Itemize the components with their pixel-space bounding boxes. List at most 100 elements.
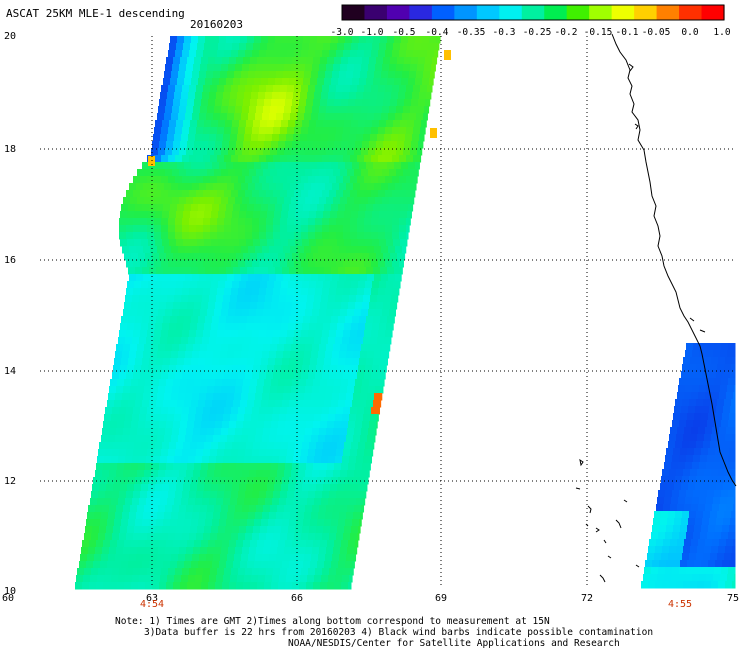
wind-cell	[128, 316, 136, 324]
wind-cell	[334, 463, 342, 471]
wind-cell	[144, 169, 152, 177]
wind-cell	[703, 364, 711, 372]
wind-cell	[300, 575, 308, 583]
wind-cell	[672, 532, 680, 540]
wind-cell	[307, 414, 315, 422]
wind-cell	[252, 85, 260, 93]
wind-cell	[190, 323, 198, 331]
wind-cell	[219, 36, 227, 44]
wind-cell	[219, 267, 227, 275]
wind-cell	[371, 225, 379, 233]
wind-cell	[332, 113, 340, 121]
wind-cell	[240, 78, 248, 86]
wind-cell	[380, 162, 388, 170]
wind-cell	[251, 337, 259, 345]
wind-cell	[394, 36, 402, 44]
wind-cell	[667, 518, 675, 526]
wind-cell	[358, 281, 366, 289]
wind-cell	[389, 148, 397, 156]
wind-cell	[305, 386, 313, 394]
wind-cell	[363, 456, 371, 464]
wind-cell	[179, 547, 187, 555]
wind-cell	[359, 78, 367, 86]
wind-cell	[712, 392, 720, 400]
color-bar-segment	[679, 5, 703, 20]
wind-cell	[280, 568, 288, 576]
wind-cell	[133, 288, 141, 296]
wind-cell	[289, 204, 297, 212]
wind-cell	[329, 407, 337, 415]
wind-cell	[361, 505, 365, 513]
wind-cell	[294, 288, 302, 296]
wind-cell	[732, 357, 736, 365]
wind-cell	[196, 449, 204, 457]
wind-cell	[141, 484, 149, 492]
wind-cell	[261, 267, 269, 275]
wind-cell	[294, 50, 302, 58]
wind-cell	[358, 365, 366, 373]
wind-cell	[222, 540, 230, 548]
wind-cell	[189, 449, 197, 457]
wind-cell	[232, 484, 240, 492]
wind-cell	[288, 43, 296, 51]
wind-cell	[337, 323, 345, 331]
wind-cell	[331, 358, 339, 366]
wind-cell	[296, 162, 304, 170]
wind-cell	[154, 232, 162, 240]
wind-cell	[678, 385, 686, 393]
wind-cell	[339, 71, 347, 79]
wind-cell	[233, 358, 241, 366]
wind-cell	[166, 253, 174, 261]
wind-cell	[374, 393, 382, 401]
wind-cell	[123, 197, 131, 205]
wind-cell	[309, 281, 317, 289]
wind-cell	[690, 357, 698, 365]
wind-cell	[729, 413, 736, 421]
wind-cell	[131, 582, 139, 590]
wind-cell	[720, 462, 728, 470]
wind-cell	[361, 106, 369, 114]
wind-cell	[661, 476, 669, 484]
wind-cell	[155, 526, 163, 534]
wind-cell	[364, 50, 372, 58]
wind-cell	[170, 400, 178, 408]
wind-cell	[393, 281, 401, 289]
wind-cell	[256, 64, 264, 72]
wind-cell	[335, 575, 343, 583]
wind-cell	[355, 463, 363, 471]
wind-cell	[315, 155, 323, 163]
wind-cell	[276, 393, 284, 401]
wind-cell	[147, 260, 155, 268]
wind-cell	[161, 85, 169, 93]
wind-cell	[131, 540, 139, 548]
wind-cell	[702, 406, 710, 414]
wind-cell	[358, 239, 366, 247]
wind-cell	[266, 155, 274, 163]
wind-cell	[227, 351, 235, 359]
wind-cell	[707, 567, 715, 575]
wind-cell	[380, 400, 382, 408]
color-bar-segment	[634, 5, 658, 20]
wind-cell	[301, 127, 309, 135]
wind-cell	[390, 57, 398, 65]
wind-cell	[302, 365, 310, 373]
wind-cell	[303, 316, 311, 324]
wind-cell	[117, 463, 125, 471]
wind-cell	[186, 344, 194, 352]
wind-cell	[719, 504, 727, 512]
wind-cell	[252, 491, 260, 499]
wind-cell	[262, 246, 270, 254]
wind-cell	[123, 428, 131, 436]
wind-cell	[174, 575, 182, 583]
wind-cell	[238, 491, 246, 499]
wind-cell	[298, 470, 306, 478]
wind-cell	[214, 344, 222, 352]
wind-cell	[695, 483, 703, 491]
wind-cell	[267, 239, 275, 247]
wind-cell	[728, 490, 736, 498]
wind-cell	[116, 470, 124, 478]
wind-cell	[226, 204, 234, 212]
wind-cell	[659, 525, 667, 533]
wind-cell	[345, 267, 353, 275]
wind-cell	[281, 526, 289, 534]
